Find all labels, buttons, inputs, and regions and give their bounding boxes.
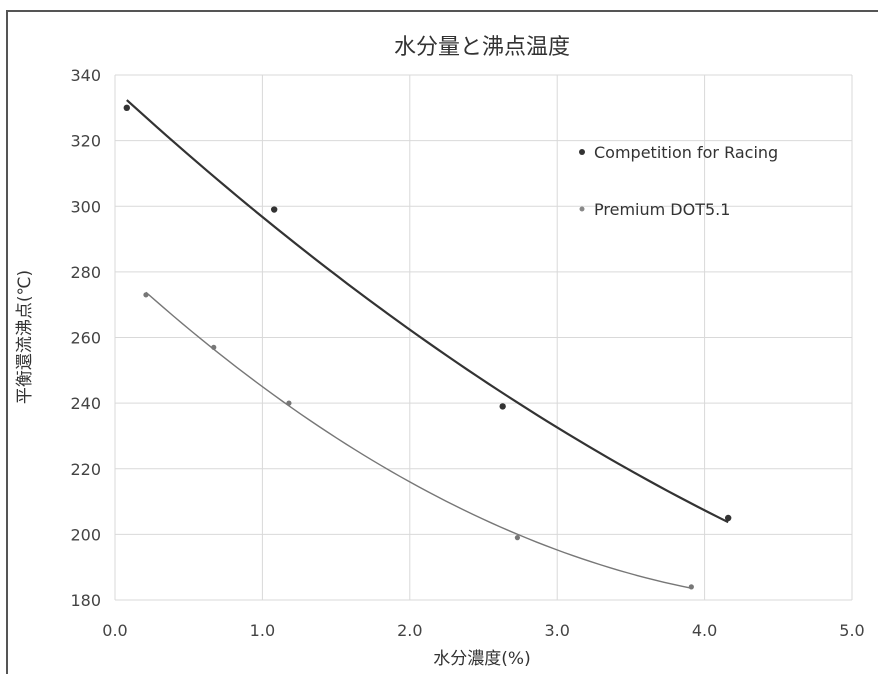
y-tick-label: 280 [70,263,101,282]
legend-marker-premium [579,206,585,212]
data-point-series-1 [143,292,149,298]
y-tick-label: 320 [70,132,101,151]
data-point-series-0 [123,104,130,112]
y-tick-label: 260 [70,329,101,348]
y-tick-label: 200 [70,525,101,544]
trendline-series-0 [126,99,729,524]
data-point-series-1 [211,344,217,350]
data-point-series-0 [499,403,506,410]
y-tick-label: 300 [70,197,101,216]
y-tick-label: 180 [70,591,101,610]
trendline-series-1 [145,291,692,589]
y-tick-label: 220 [70,460,101,479]
data-points [123,104,732,590]
data-point-series-1 [514,535,521,541]
legend-label-premium: Premium DOT5.1 [594,200,730,219]
y-tick-labels: 180 200 220 240 260 280 300 320 340 [70,66,101,610]
x-tick-labels: 0.0 1.0 2.0 3.0 4.0 5.0 [102,621,864,640]
data-point-series-0 [724,514,732,522]
trendlines [126,99,729,589]
x-tick-label: 5.0 [839,621,864,640]
data-point-series-0 [270,206,278,213]
data-point-series-1 [688,584,694,590]
grid [114,74,853,601]
y-axis-label: 平衡還流沸点(℃) [15,270,35,404]
y-tick-label: 340 [70,66,101,85]
x-tick-label: 4.0 [692,621,717,640]
chart-title: 水分量と沸点温度 [394,35,570,60]
legend-label-competition: Competition for Racing [594,143,778,162]
x-tick-label: 2.0 [397,621,422,640]
x-tick-label: 0.0 [102,621,127,640]
legend-marker-competition [579,149,585,155]
x-axis-label: 水分濃度(%) [433,649,530,669]
x-tick-label: 1.0 [250,621,275,640]
chart-frame [6,10,878,674]
y-tick-label: 240 [70,394,101,413]
x-tick-label: 3.0 [544,621,569,640]
data-point-series-1 [286,400,292,406]
legend: Competition for Racing Premium DOT5.1 [579,143,778,219]
